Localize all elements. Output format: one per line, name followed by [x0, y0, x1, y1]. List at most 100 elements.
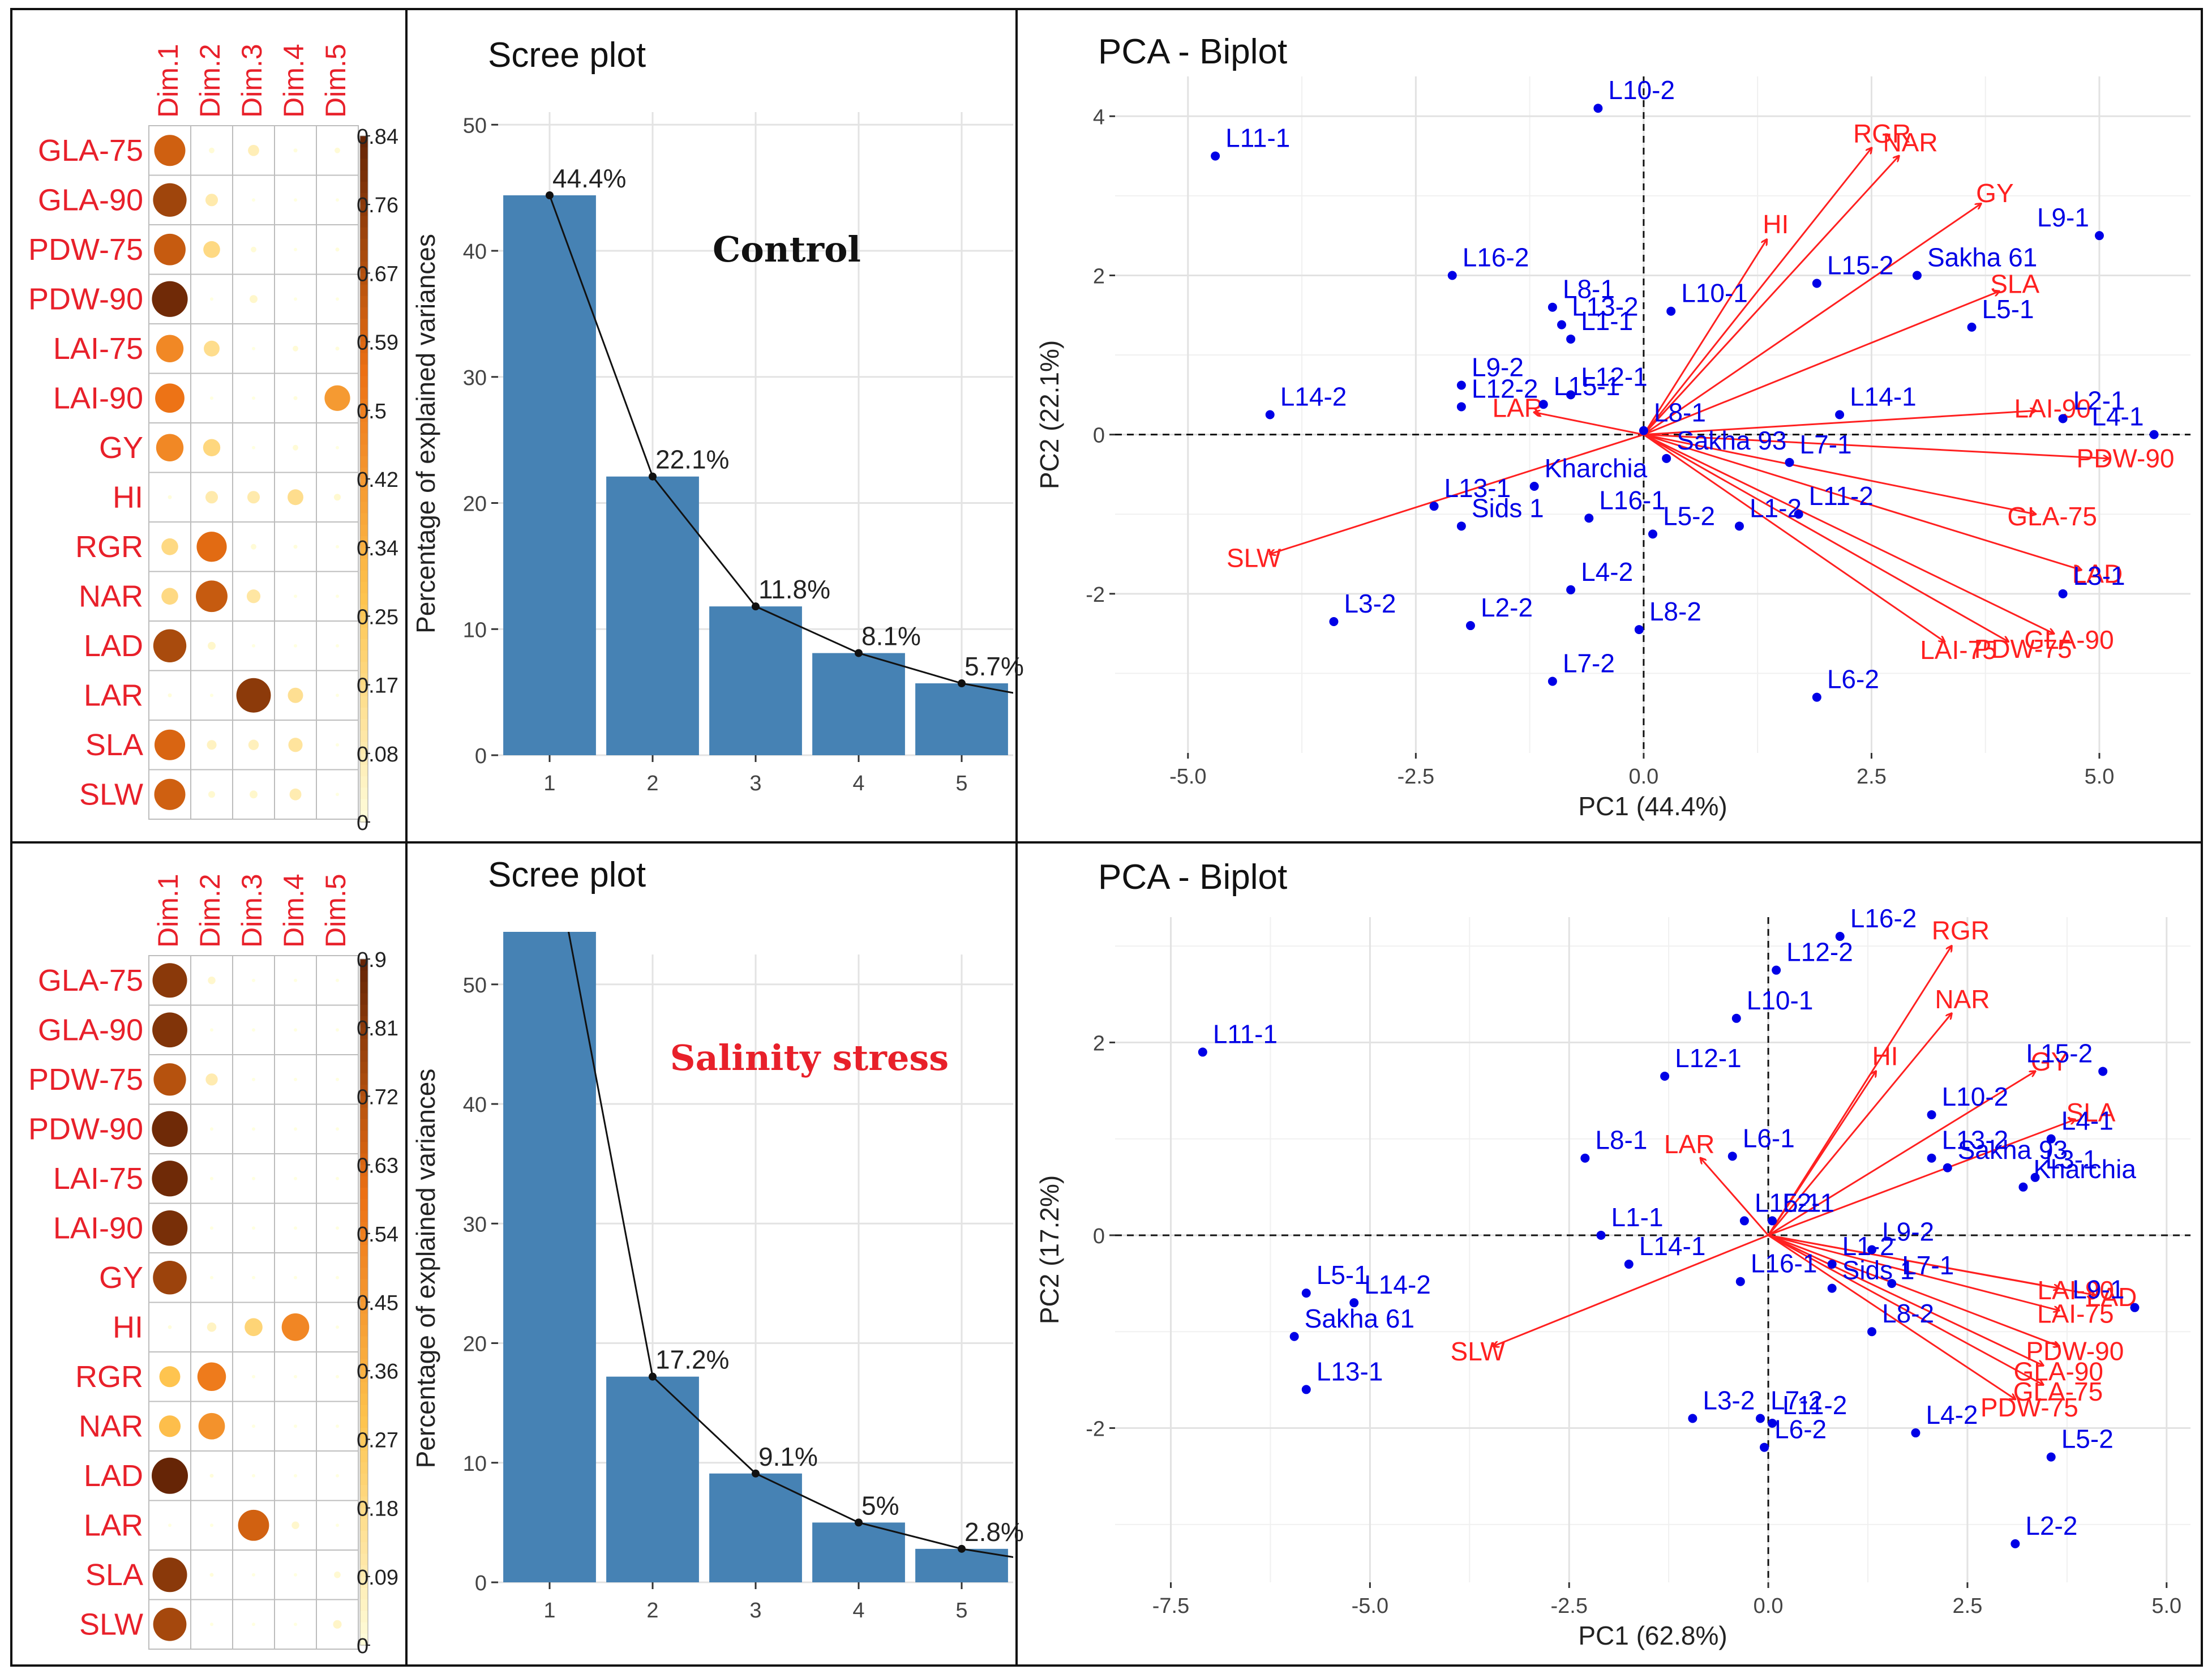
point-label-l4-2: L4-2 — [1926, 1400, 1978, 1429]
colorbar-tick-label: 0.76 — [357, 194, 398, 217]
point-l14-1 — [1624, 1260, 1634, 1269]
corr-circle — [294, 247, 297, 251]
corr-circle — [252, 1375, 255, 1379]
colorbar-tick-label: 0.36 — [357, 1360, 398, 1384]
colorbar-segment — [360, 273, 368, 285]
colorbar-segment — [360, 1233, 368, 1245]
point-l13-1 — [1429, 502, 1439, 511]
point-l8-1 — [1580, 1153, 1590, 1163]
point-label-l13-2: L13-2 — [1942, 1125, 2009, 1155]
point-sakha-93 — [1943, 1163, 1952, 1172]
corr-circle — [210, 1275, 213, 1279]
colorbar-segment — [360, 181, 368, 194]
colorbar-segment — [360, 1622, 368, 1634]
data-label-5: 2.8% — [964, 1517, 1024, 1547]
colorbar-tick-label: 0.81 — [357, 1017, 398, 1041]
bar-4 — [812, 653, 905, 755]
colorbar-segment — [360, 1061, 368, 1074]
point-label-l8-1: L8-1 — [1595, 1125, 1647, 1155]
point-label-sids-1: Sids 1 — [1842, 1256, 1915, 1285]
arrow-label-gy: GY — [1976, 178, 2013, 208]
arrow-label-lad: LAD — [2072, 559, 2123, 589]
arrow-label-nar: NAR — [1883, 127, 1937, 157]
point-label-l15-2: L15-2 — [2026, 1038, 2093, 1068]
corr-circle — [154, 135, 186, 166]
colorbar-segment — [360, 730, 368, 743]
y-tick-label: -2 — [1086, 583, 1105, 607]
corr-circle — [153, 629, 187, 662]
data-label-3: 9.1% — [758, 1442, 818, 1471]
biplot-ylabel: PC2 (17.2%) — [1035, 1175, 1064, 1324]
point-l4-1 — [2149, 430, 2159, 439]
colorbar-segment — [360, 250, 368, 263]
colorbar-segment — [360, 1165, 368, 1177]
colorbar-tick-label: 0.42 — [357, 468, 398, 492]
point-label-l1-1: L1-1 — [1611, 1202, 1664, 1232]
scree-point — [958, 679, 966, 688]
colorbar-segment — [360, 1553, 368, 1566]
colorbar-segment — [360, 1119, 368, 1131]
corr-circle — [336, 594, 339, 598]
corr-circle — [251, 246, 256, 252]
point-l1-2 — [1734, 521, 1744, 531]
corr-circle — [247, 491, 260, 504]
colorbar-segment — [360, 1107, 368, 1120]
point-label-l15-1: L15-1 — [1755, 1188, 1821, 1217]
point-label-sakha-93: Sakha 93 — [1958, 1135, 2068, 1165]
colorbar-segment — [360, 1268, 368, 1280]
scree-point — [649, 1372, 657, 1381]
loading-arrow-lai-90 — [1643, 410, 2035, 436]
colorbar-segment — [360, 1428, 368, 1440]
data-label-2: 17.2% — [655, 1345, 729, 1375]
variable-label-sla: SLA — [85, 728, 143, 762]
point-l5-2 — [2046, 1452, 2056, 1462]
colorbar-segment — [360, 479, 368, 491]
x-tick-label: 5 — [955, 1599, 967, 1623]
x-tick-label: -2.5 — [1550, 1594, 1587, 1618]
colorbar-segment — [360, 433, 368, 446]
point-label-l3-1: L3-1 — [2073, 561, 2125, 590]
corr-circle — [153, 183, 187, 217]
arrow-label-nar: NAR — [1935, 984, 1990, 1014]
arrow-label-hi: HI — [1763, 209, 1789, 239]
corr-circle — [238, 1509, 269, 1541]
dim-header-dim-4: Dim.4 — [278, 874, 310, 948]
corr-circle — [288, 738, 303, 752]
colorbar-segment — [360, 593, 368, 606]
dim-header-dim-1: Dim.1 — [152, 44, 184, 118]
point-l3-1 — [2058, 589, 2068, 598]
variable-label-hi: HI — [113, 1310, 143, 1344]
scree-point — [649, 472, 657, 481]
colorbar-segment — [360, 559, 368, 571]
point-l2-1 — [1768, 1216, 1777, 1226]
point-l4-2 — [1566, 585, 1576, 594]
point-label-l12-1: L12-1 — [1675, 1043, 1742, 1073]
colorbar-segment — [360, 422, 368, 434]
y-tick-label: 10 — [463, 618, 487, 642]
variable-label-rgr: RGR — [75, 1360, 143, 1394]
loading-arrow-pdw-90 — [1643, 434, 2108, 459]
point-label-l4-2: L4-2 — [1581, 557, 1633, 587]
x-tick-label: 2 — [646, 1599, 658, 1623]
variable-label-gla-90: GLA-90 — [38, 1013, 143, 1047]
colorbar-tick-label: 0.59 — [357, 331, 398, 355]
point-l4-2 — [1911, 1428, 1921, 1438]
corr-circle — [152, 1457, 188, 1494]
variable-label-lar: LAR — [84, 678, 143, 712]
corr-circle — [168, 495, 172, 499]
corr-circle — [334, 1571, 341, 1578]
point-label-l14-1: L14-1 — [1850, 382, 1917, 412]
variable-label-pdw-75: PDW-75 — [28, 1063, 143, 1097]
colorbar-segment — [360, 1039, 368, 1051]
point-l4-1 — [2046, 1134, 2056, 1144]
x-tick-label: 5.0 — [2151, 1594, 2181, 1618]
arrow-label-gy: GY — [2031, 1047, 2068, 1076]
point-kharchia — [2018, 1182, 2028, 1192]
point-label-l14-2: L14-2 — [1364, 1270, 1431, 1299]
point-label-l16-1: L16-1 — [1751, 1249, 1817, 1278]
loading-arrow-sla — [1768, 1120, 2075, 1236]
arrow-label-lai-90: LAI-90 — [2014, 394, 2091, 423]
point-l2-2 — [2010, 1539, 2020, 1548]
corrplot-control: Dim.1 Dim.2 Dim.3 Dim.4 Dim.5 GLA-75 GLA-90 PDW… — [28, 44, 398, 835]
point-l15-1 — [1739, 1216, 1749, 1226]
